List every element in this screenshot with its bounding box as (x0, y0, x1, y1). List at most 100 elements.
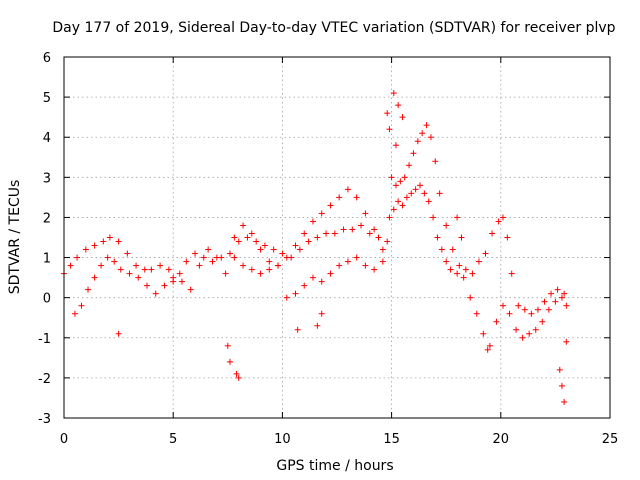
data-point (91, 274, 98, 281)
data-point (399, 202, 406, 209)
data-point (545, 306, 552, 313)
x-tick-label: 20 (493, 432, 510, 447)
data-point (379, 246, 386, 253)
data-point (349, 226, 356, 233)
data-point (224, 342, 231, 349)
data-point (270, 246, 277, 253)
data-point (222, 270, 229, 277)
data-point (266, 258, 273, 265)
data-point (412, 186, 419, 193)
data-point (165, 266, 172, 273)
data-point (209, 258, 216, 265)
data-point (78, 302, 85, 309)
data-point (475, 258, 482, 265)
data-point (388, 174, 395, 181)
data-point (301, 282, 308, 289)
data-point (98, 262, 105, 269)
data-point (248, 266, 255, 273)
data-point (314, 322, 321, 329)
data-point (515, 302, 522, 309)
data-point (226, 250, 233, 257)
data-point (192, 250, 199, 257)
data-point (327, 270, 334, 277)
data-point (148, 266, 155, 273)
data-point (419, 130, 426, 137)
data-point (386, 126, 393, 133)
data-point (327, 202, 334, 209)
data-point (187, 286, 194, 293)
y-tick-label: 3 (43, 171, 51, 186)
data-point (371, 226, 378, 233)
data-point (401, 174, 408, 181)
data-point (539, 318, 546, 325)
data-point (117, 266, 124, 273)
data-point (231, 254, 238, 261)
data-point (434, 234, 441, 241)
data-point (519, 334, 526, 341)
data-point (499, 214, 506, 221)
data-point (226, 358, 233, 365)
data-point (495, 218, 502, 225)
y-tick-label: 6 (43, 51, 51, 66)
data-point (397, 178, 404, 185)
data-point (318, 278, 325, 285)
data-point (392, 182, 399, 189)
data-point (133, 262, 140, 269)
data-point (292, 290, 299, 297)
data-point (548, 290, 555, 297)
plot-frame (63, 56, 611, 419)
data-point (318, 310, 325, 317)
data-point (283, 254, 290, 261)
data-point (371, 266, 378, 273)
data-point (375, 234, 382, 241)
y-tick-label: -2 (38, 372, 51, 387)
data-point (558, 382, 565, 389)
data-point (283, 294, 290, 301)
data-point (513, 326, 520, 333)
chart-title: Day 177 of 2019, Sidereal Day-to-day VTE… (52, 20, 615, 36)
data-point (506, 310, 513, 317)
data-point (427, 134, 434, 141)
data-point (561, 398, 568, 405)
data-point (235, 374, 242, 381)
data-point (416, 182, 423, 189)
data-point (279, 250, 286, 257)
data-point (526, 330, 533, 337)
data-point (340, 226, 347, 233)
data-point (231, 234, 238, 241)
data-point (183, 258, 190, 265)
x-axis-label: GPS time / hours (276, 458, 393, 474)
data-point (323, 230, 330, 237)
data-point (82, 246, 89, 253)
y-tick-label: 5 (43, 91, 51, 106)
data-point (563, 302, 570, 309)
data-point (309, 274, 316, 281)
data-point (74, 254, 81, 261)
data-point (314, 234, 321, 241)
x-tick-labels: 0 5 10 15 20 25 (60, 432, 618, 447)
data-point (318, 210, 325, 217)
data-point (423, 122, 430, 129)
data-point (233, 370, 240, 377)
data-point (410, 150, 417, 157)
data-point (67, 262, 74, 269)
data-point (257, 270, 264, 277)
data-point (489, 230, 496, 237)
data-point (521, 306, 528, 313)
data-point (275, 262, 282, 269)
data-point (473, 310, 480, 317)
data-point (390, 206, 397, 213)
data-point (353, 194, 360, 201)
data-point (554, 286, 561, 293)
data-point (344, 258, 351, 265)
data-point (406, 162, 413, 169)
data-point (534, 306, 541, 313)
data-point (508, 270, 515, 277)
y-tick-label: 4 (43, 131, 51, 146)
data-point (244, 234, 251, 241)
data-point (395, 102, 402, 109)
data-point (552, 298, 559, 305)
data-point (157, 262, 164, 269)
data-point (436, 190, 443, 197)
data-point (449, 246, 456, 253)
